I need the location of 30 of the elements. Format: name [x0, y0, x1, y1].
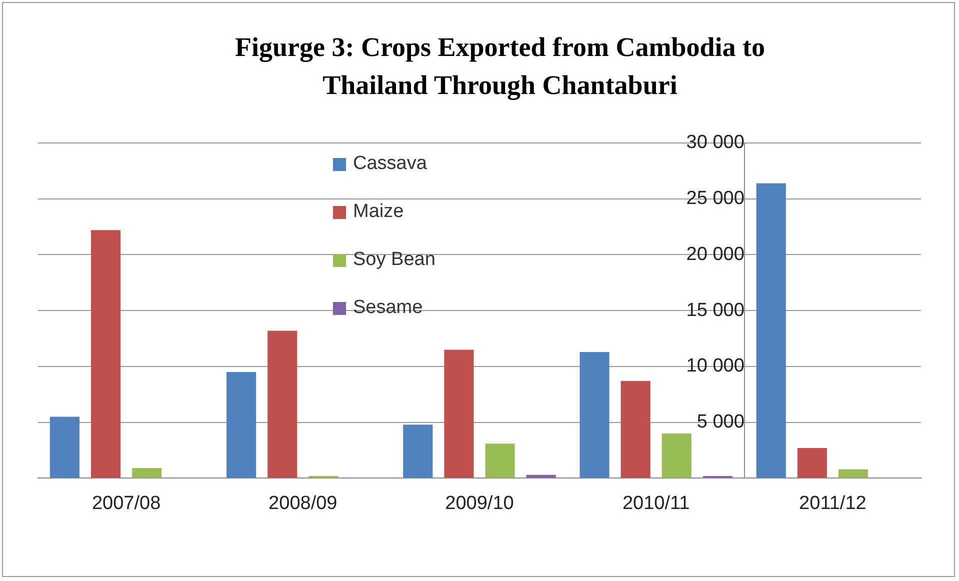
bar	[662, 434, 692, 478]
y-tick-label: 30 000	[686, 132, 744, 154]
bar	[90, 230, 121, 478]
bar	[268, 330, 298, 478]
bar	[580, 352, 610, 478]
bar	[226, 372, 256, 478]
bar	[756, 183, 786, 478]
x-tick-label: 2009/10	[445, 492, 514, 514]
bar	[797, 448, 827, 478]
y-tick-label: 20 000	[686, 244, 744, 265]
bar	[403, 424, 433, 478]
bar	[444, 350, 474, 478]
bar	[485, 444, 515, 478]
x-tick-label: 2008/09	[268, 492, 338, 514]
legend-label: Cassava	[353, 153, 427, 175]
legend-label: Soy Bean	[353, 249, 436, 271]
chart-title: Figurge 3: Crops Exported from Cambodia to Thailand Through Chantaburi	[234, 31, 766, 102]
y-tick-label: 15 000	[686, 300, 744, 321]
y-tick-label: 5 000	[696, 412, 744, 433]
y-tick-label: 10 000	[686, 356, 744, 377]
x-tick-label: 2011/12	[799, 492, 866, 514]
x-tick-label: 2007/08	[92, 492, 161, 514]
legend-label: Sesame	[353, 297, 423, 319]
bar	[50, 416, 80, 478]
legend-label: Maize	[353, 201, 404, 223]
bar	[132, 468, 162, 478]
y-tick-label: 25 000	[686, 188, 744, 210]
bar	[620, 380, 650, 478]
x-tick-label: 2010/11	[622, 492, 690, 514]
bar	[838, 469, 868, 478]
